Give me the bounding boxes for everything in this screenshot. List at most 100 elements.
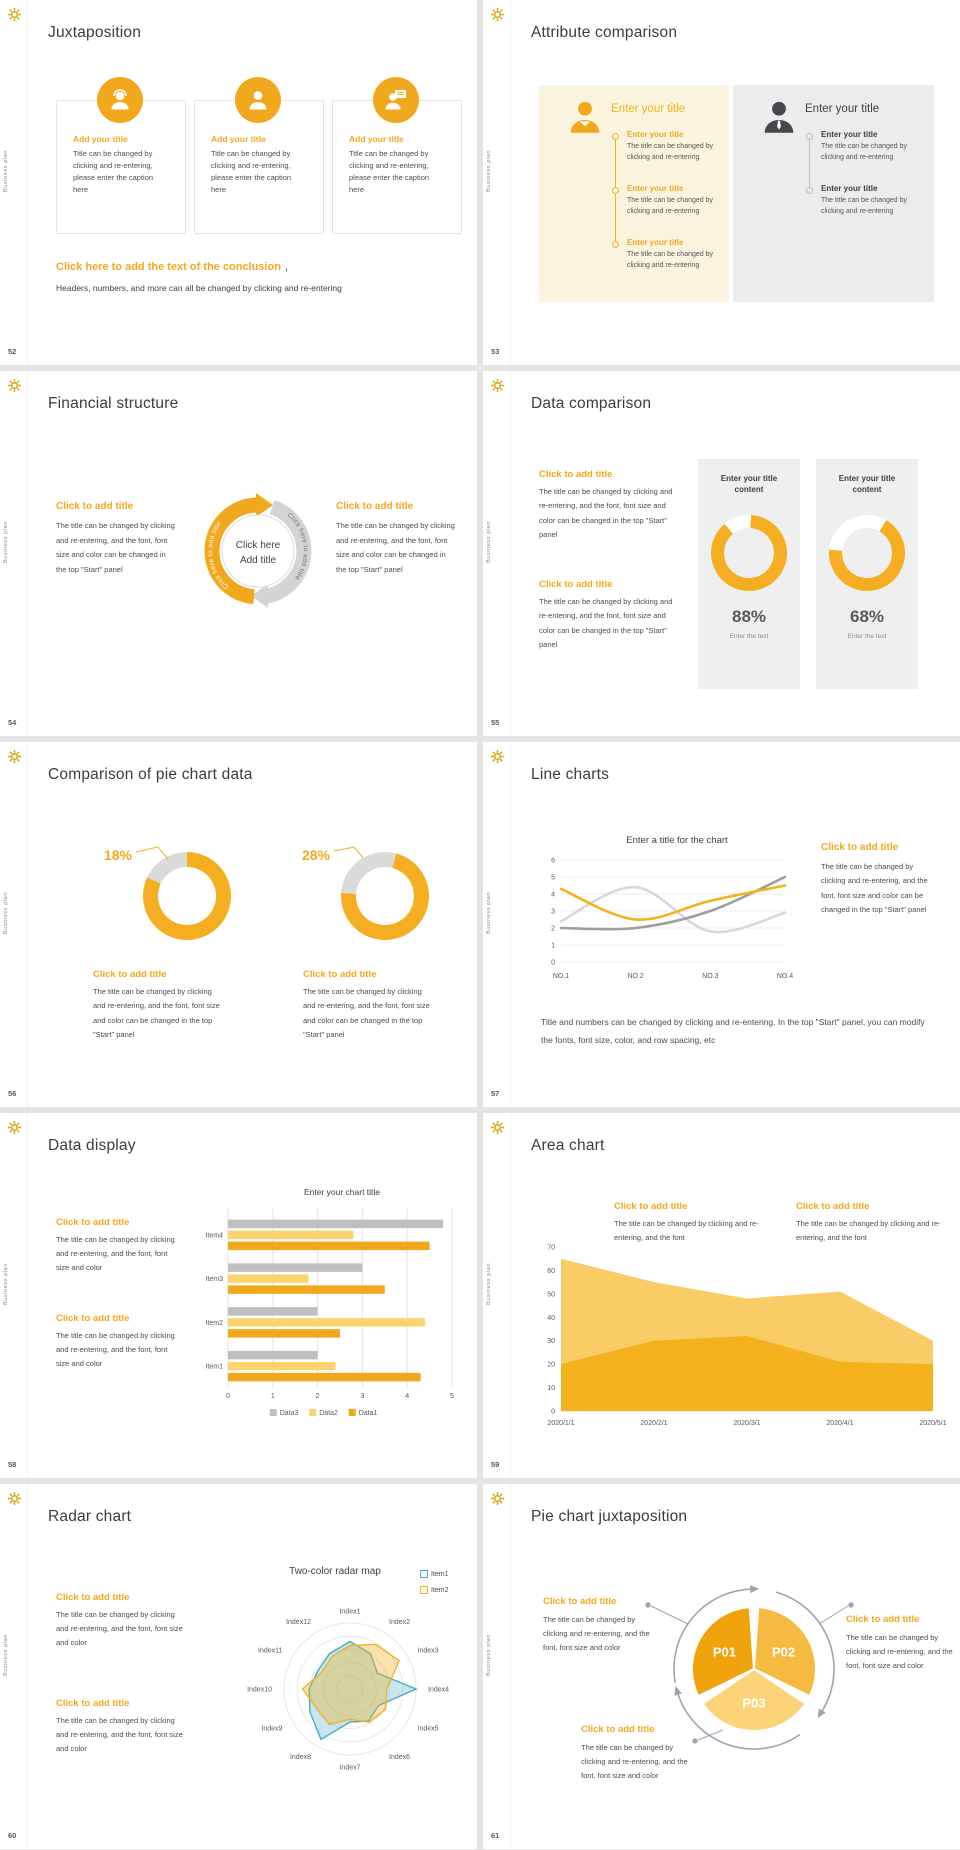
timeline-node: [612, 241, 619, 248]
slide-60[interactable]: Business plan Radar chart Click to add t…: [0, 1484, 477, 1849]
stat-percent: 68%: [849, 607, 885, 626]
brand-logo-icon: [490, 1491, 505, 1506]
cycle-arc-yellow: [204, 497, 257, 605]
timeline-line: [809, 137, 810, 191]
presenter-icon: [373, 77, 419, 123]
bar-chart: 0 1 2 3 4 5 Item1 Item2 Item3 Item4 Data3 Data2 Data…: [196, 1201, 462, 1426]
section-heading: Click to add title: [56, 1313, 130, 1324]
slide-56[interactable]: Business plan Comparison of pie chart da…: [0, 742, 477, 1107]
stat-panel-heading: Enter your title content: [720, 474, 778, 495]
svg-text:50: 50: [547, 1291, 555, 1298]
legend-item1: Item1: [420, 1570, 449, 1578]
timeline-item-body: The title can be changed by clicking and…: [627, 197, 714, 215]
divider: [27, 0, 28, 365]
donut-percent-label: 18%: [103, 847, 132, 863]
cycle-arc-gray: [264, 500, 312, 604]
svg-text:NO.1: NO.1: [553, 973, 569, 980]
brand-logo-icon: [7, 378, 22, 393]
page-title: Data comparison: [531, 395, 652, 412]
svg-text:Index1: Index1: [339, 1609, 360, 1616]
donut-chart-88: [711, 515, 787, 591]
svg-text:P01: P01: [713, 1644, 736, 1659]
slide-53[interactable]: Business plan Attribute comparison Enter…: [483, 0, 960, 365]
brand-vertical-label: Business plan: [486, 1634, 492, 1677]
brand-vertical-label: Business plan: [3, 892, 9, 935]
brand-logo-icon: [490, 749, 505, 764]
svg-text:Data3: Data3: [280, 1410, 299, 1417]
slide-number: 61: [491, 1831, 500, 1840]
svg-text:Data2: Data2: [319, 1410, 338, 1417]
svg-text:5: 5: [450, 1393, 454, 1400]
page-title: Area chart: [531, 1137, 605, 1154]
section-heading: Click to add title: [56, 1217, 130, 1228]
slide-number: 56: [8, 1089, 17, 1098]
section-body: The title can be changed by clicking and…: [56, 521, 175, 574]
section-body: The title can be changed by clicking and…: [846, 1633, 953, 1670]
brand-logo-icon: [7, 7, 22, 22]
conclusion-heading: Click here to add the text of the conclu…: [56, 261, 288, 273]
pie-chart: P01 P02 P03: [649, 1564, 859, 1774]
slide-number: 58: [8, 1460, 17, 1469]
slide-59[interactable]: Business plan Area chart Click to add ti…: [483, 1113, 960, 1478]
slide-55[interactable]: Business plan Data comparison Click to a…: [483, 371, 960, 736]
donut-chart-68: [829, 515, 905, 591]
slide-52[interactable]: Business plan Juxtaposition Add your tit…: [0, 0, 477, 365]
divider: [510, 0, 511, 365]
svg-text:Index2: Index2: [389, 1619, 410, 1626]
card-title: Add your title: [211, 134, 266, 144]
page-title: Line charts: [531, 766, 610, 783]
divider: [510, 742, 511, 1107]
svg-text:4: 4: [551, 892, 555, 899]
svg-text:P02: P02: [772, 1644, 795, 1659]
slide-58[interactable]: Business plan Data display Click to add …: [0, 1113, 477, 1478]
slide-57[interactable]: Business plan Line charts Enter a title …: [483, 742, 960, 1107]
section-heading: Click to add title: [821, 842, 899, 853]
svg-text:Item2: Item2: [205, 1320, 223, 1327]
svg-text:Index11: Index11: [258, 1648, 282, 1655]
brand-logo-icon: [7, 1120, 22, 1135]
timeline-node: [612, 187, 619, 194]
section-body: The title can be changed by clicking and…: [56, 1331, 175, 1368]
svg-text:P03: P03: [742, 1696, 765, 1711]
section-heading: Click to add title: [56, 1592, 130, 1603]
svg-text:2: 2: [551, 926, 555, 933]
user-icon: [235, 77, 281, 123]
section-body: The title can be changed by clicking and…: [581, 1743, 688, 1780]
section-heading: Click to add title: [56, 1698, 130, 1709]
brand-logo-icon: [490, 7, 505, 22]
svg-text:Index3: Index3: [418, 1648, 439, 1655]
conclusion-subtext: Headers, numbers, and more can all be ch…: [56, 283, 342, 293]
svg-text:NO.3: NO.3: [702, 973, 718, 980]
card-body: Title can be changed by clicking and re-…: [73, 149, 154, 194]
page-title: Data display: [48, 1137, 136, 1154]
slide-54[interactable]: Business plan Financial structure Click …: [0, 371, 477, 736]
slide-number: 54: [8, 718, 17, 727]
donut-hole: [842, 528, 892, 578]
center-label-line2: Add title: [240, 555, 277, 566]
svg-text:1: 1: [551, 943, 555, 950]
legend-swatch-item2: [420, 1586, 428, 1594]
panel-heading: Enter your title: [805, 103, 880, 115]
page-title: Financial structure: [48, 395, 179, 412]
left-panel: [539, 85, 729, 302]
section-body: The title can be changed by clicking and…: [543, 1615, 650, 1652]
timeline-node: [612, 133, 619, 140]
slide-number: 57: [491, 1089, 500, 1098]
section-body: The title can be changed by clicking and…: [821, 862, 928, 914]
footnote: Title and numbers can be changed by clic…: [541, 1017, 925, 1045]
svg-text:0: 0: [551, 960, 555, 967]
slide-number: 55: [491, 718, 500, 727]
divider: [510, 1484, 511, 1849]
panel-heading: Enter your title: [611, 103, 686, 115]
center-circle: [221, 514, 295, 588]
divider: [27, 1113, 28, 1478]
stat-percent: 88%: [731, 607, 767, 626]
line-chart: 0 1 2 3 4 5 6 NO.1 NO.2 NO.3 NO.4: [539, 850, 793, 990]
section-body: The title can be changed by clicking and…: [93, 987, 220, 1039]
svg-text:2020/4/1: 2020/4/1: [826, 1420, 853, 1427]
svg-text:0: 0: [551, 1409, 555, 1416]
slide-61[interactable]: Business plan Pie chart juxtaposition P0…: [483, 1484, 960, 1849]
timeline-item-body: The title can be changed by clicking and…: [627, 143, 714, 161]
section-body: The title can be changed by clicking and…: [614, 1219, 759, 1243]
timeline-item-title: Enter your title: [821, 184, 878, 193]
